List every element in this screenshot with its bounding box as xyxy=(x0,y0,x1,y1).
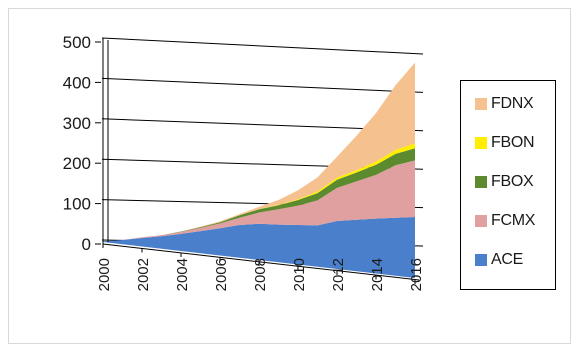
legend-item-fdnx: FDNX xyxy=(475,93,534,115)
legend-label-fcmx: FCMX xyxy=(491,212,536,229)
chart-legend: FDNX FBON FBOX FCMX ACE xyxy=(460,80,556,290)
x-tick-label: 2012 xyxy=(330,258,347,291)
x-tick-label: 2008 xyxy=(252,258,269,291)
y-tick-label: 200 xyxy=(63,154,91,173)
legend-item-ace: ACE xyxy=(475,249,523,271)
y-tick-label: 100 xyxy=(63,195,91,214)
y-tick-label: 300 xyxy=(63,114,91,133)
legend-label-fbon: FBON xyxy=(491,134,535,151)
area-layer xyxy=(103,62,415,278)
x-axis-line xyxy=(102,243,420,281)
legend-item-fcmx: FCMX xyxy=(475,210,535,232)
chart-frame xyxy=(8,8,571,344)
y-tick-label: 400 xyxy=(63,73,91,92)
legend-swatch-fbon xyxy=(475,137,487,149)
x-tick-label: 2004 xyxy=(174,258,191,291)
x-tick-label: 2002 xyxy=(135,258,152,291)
legend-swatch-ace xyxy=(475,254,487,266)
legend-swatch-fdnx xyxy=(475,98,487,110)
gridline xyxy=(101,37,424,55)
legend-label-ace: ACE xyxy=(491,251,523,268)
legend-label-fbox: FBOX xyxy=(491,173,534,190)
y-tick-label: 500 xyxy=(63,33,91,52)
x-tick-label: 2014 xyxy=(369,258,386,291)
legend-item-fbon: FBON xyxy=(475,132,535,154)
area-series-ace xyxy=(103,217,415,278)
axis-layer xyxy=(95,38,420,284)
legend-swatch-fbox xyxy=(475,176,487,188)
x-tick-label: 2006 xyxy=(213,258,230,291)
x-tick-label: 2000 xyxy=(96,258,113,291)
x-tick-label: 2016 xyxy=(408,258,425,291)
x-tick-label: 2010 xyxy=(291,258,308,291)
legend-swatch-fcmx xyxy=(475,215,487,227)
gridline xyxy=(101,77,424,93)
legend-label-fdnx: FDNX xyxy=(491,95,534,112)
area-series-fcmx xyxy=(103,160,415,242)
y-tick-label: 0 xyxy=(82,235,91,254)
tick-label-layer: 0 100 200 300 400 500 2000 2002 2004 2006 2008 2010… xyxy=(63,33,425,291)
area-series-fdnx xyxy=(103,62,415,242)
legend-item-fbox: FBOX xyxy=(475,171,534,193)
